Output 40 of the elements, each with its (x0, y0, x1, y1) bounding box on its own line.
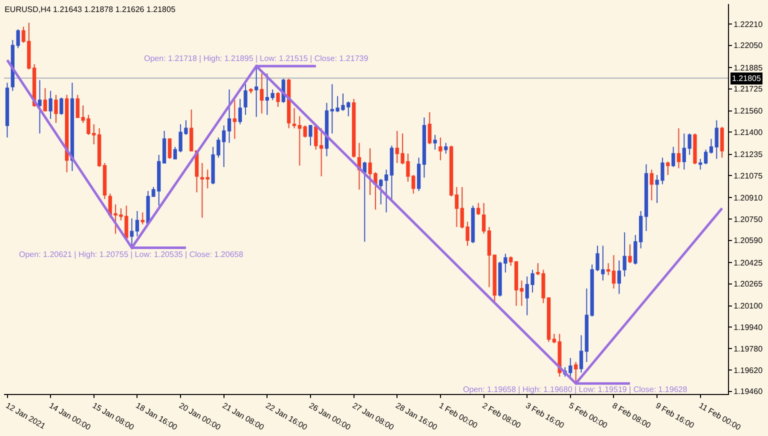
x-tick-label: 27 Jan 08:00 (350, 401, 396, 432)
y-tick-label: 1.21400 (734, 128, 764, 138)
x-tick-label: 18 Jan 16:00 (134, 401, 180, 432)
x-tick-label: 1 Feb 00:00 (437, 401, 480, 430)
x-tick-label: 21 Jan 08:00 (220, 401, 266, 432)
x-tick-label: 11 Feb 00:00 (697, 401, 743, 432)
y-tick-label: 1.19460 (734, 387, 764, 396)
y-tick-label: 1.20425 (734, 258, 764, 268)
x-tick-label: 12 Jan 2021 (4, 401, 48, 432)
x-tick-label: 3 Feb 16:00 (524, 401, 566, 430)
y-tick-label: 1.19940 (734, 323, 764, 332)
x-tick-label: 26 Jan 00:00 (308, 401, 353, 432)
y-tick-label: 1.19620 (734, 366, 764, 375)
y-tick-label: 1.21560 (734, 106, 764, 116)
y-tick-label: 1.20265 (734, 280, 764, 289)
y-tick-label: 1.22050 (734, 41, 764, 50)
x-tick-label: 9 Feb 16:00 (654, 401, 696, 430)
x-tick-label: 22 Jan 16:00 (264, 401, 310, 432)
y-tick-label: 1.22210 (734, 20, 764, 29)
annotation: Open: 1.21718 | High: 1.21895 | Low: 1.21515 | Close: 1.21739 (144, 54, 369, 63)
x-tick-label: 15 Jan 08:00 (90, 401, 136, 432)
y-tick-label: 1.20910 (734, 193, 764, 202)
x-tick-label: 8 Feb 08:00 (610, 401, 653, 430)
annotation: Open: 1.20621 | High: 1.20755 | Low: 1.20535 | Close: 1.20658 (19, 250, 244, 259)
y-tick-label: 1.21725 (734, 84, 764, 94)
x-tick-label: 5 Feb 00:00 (567, 401, 610, 430)
x-tick-label: 14 Jan 00:00 (48, 401, 93, 432)
ref-line-label: 1.21805 (732, 74, 762, 83)
y-tick-label: 1.21075 (734, 171, 764, 180)
annotation: Open: 1.19658 | High: 1.19680 | Low: 1.19519 | Close: 1.19628 (463, 385, 688, 394)
y-tick-label: 1.21235 (734, 150, 764, 160)
y-tick-label: 1.20100 (734, 302, 764, 311)
y-tick-label: 1.21885 (734, 63, 764, 72)
y-tick-label: 1.20590 (734, 236, 764, 246)
chart-title: EURUSD,H4 1.21643 1.21878 1.21626 1.21805 (4, 5, 176, 14)
x-tick-label: 20 Jan 00:00 (178, 401, 223, 432)
x-tick-label: 28 Jan 16:00 (394, 401, 440, 432)
x-tick-label: 2 Feb 08:00 (480, 401, 523, 430)
y-tick-label: 1.19780 (734, 344, 764, 354)
y-tick-label: 1.20750 (734, 214, 764, 224)
